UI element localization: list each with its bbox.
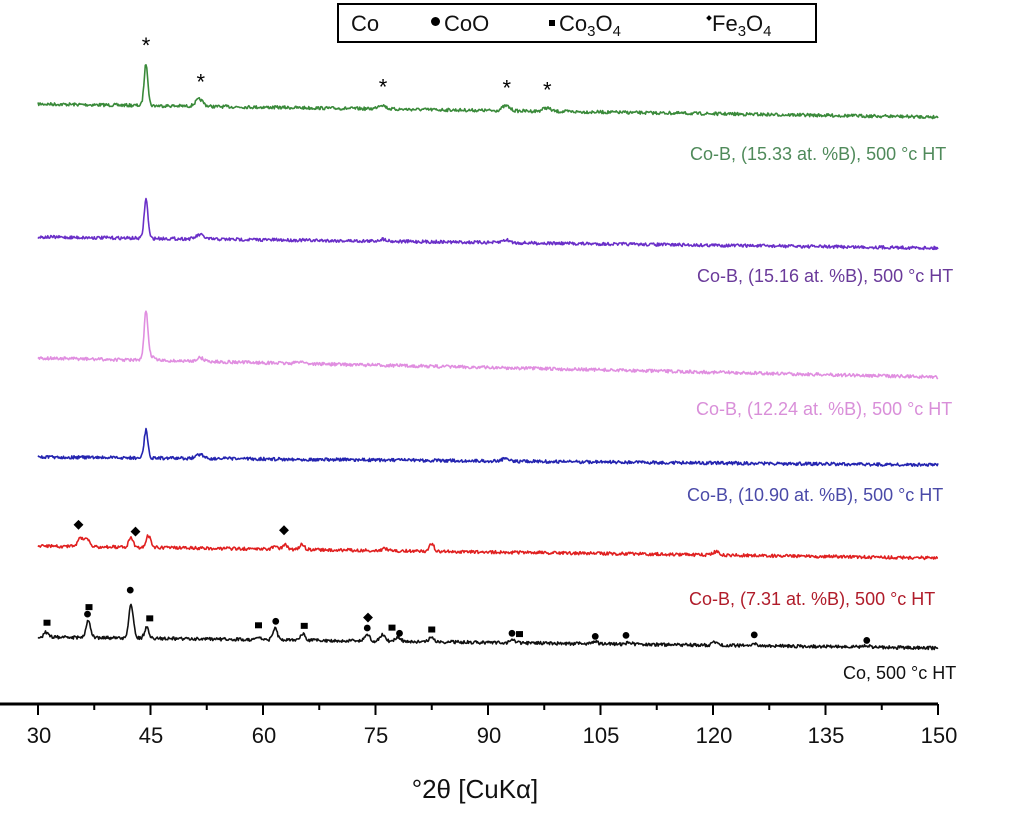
x-axis-title: °2θ [CuKα] — [411, 774, 539, 804]
asterisk-marker-icon: * — [142, 33, 151, 58]
legend-subscript: 4 — [612, 23, 621, 41]
legend-label: CoO — [444, 11, 490, 36]
circle-marker-icon — [863, 637, 871, 644]
diamond-marker-icon — [363, 612, 373, 623]
trace-line — [37, 534, 938, 561]
legend-label: Co — [351, 11, 380, 36]
asterisk-marker-icon: * — [543, 78, 552, 103]
square-marker-icon — [300, 622, 308, 629]
circle-marker-icon — [84, 610, 91, 618]
legend: Co CoO Co3O4 Fe3O4 — [337, 3, 817, 43]
circle-marker-icon — [591, 633, 599, 640]
legend-entry-fe3o4: Fe3O4 — [706, 11, 772, 41]
diamond-marker-icon — [130, 526, 141, 537]
series-label-15-16: Co-B, (15.16 at. %B), 500 °c HT — [697, 266, 954, 286]
circle-marker-icon — [508, 629, 516, 637]
series-label-12-24: Co-B, (12.24 at. %B), 500 °c HT — [696, 399, 953, 419]
legend-entry-coo: CoO — [431, 11, 489, 37]
square-marker-icon — [146, 615, 154, 622]
x-tick-label: 150 — [920, 723, 958, 748]
circle-marker-icon — [622, 631, 630, 639]
series-label-co: Co, 500 °c HT — [843, 663, 957, 683]
square-marker-icon — [388, 624, 396, 631]
square-marker-icon — [43, 619, 51, 626]
legend-label-tail: O — [595, 11, 613, 36]
diamond-marker-icon — [279, 525, 289, 536]
asterisk-marker-icon: * — [379, 75, 388, 100]
circle-marker-icon — [363, 624, 371, 632]
trace-line — [37, 603, 939, 651]
legend-label: Co — [559, 11, 588, 36]
x-tick-label: 60 — [251, 723, 277, 748]
circle-marker-icon — [431, 16, 440, 26]
square-marker-icon — [549, 20, 555, 27]
diamond-marker-icon — [73, 519, 84, 530]
square-marker-icon — [85, 604, 93, 611]
x-tick-label: 45 — [138, 723, 164, 748]
x-tick-label: 30 — [26, 723, 52, 748]
asterisk-marker-icon: * — [502, 76, 511, 101]
x-tick-label: 75 — [363, 723, 389, 748]
trace-line — [37, 310, 939, 380]
x-axis — [0, 702, 939, 715]
trace-line — [37, 197, 939, 251]
asterisk-marker-icon: * — [196, 69, 205, 94]
legend-subscript: 3 — [587, 23, 596, 41]
legend-entry-co3o4: Co3O4 — [549, 11, 621, 41]
trace-line — [37, 64, 939, 120]
circle-marker-icon — [126, 586, 134, 594]
legend-entry-co: Co — [351, 11, 379, 37]
trace-line — [37, 427, 939, 467]
circle-marker-icon — [396, 629, 403, 637]
legend-label: Fe — [712, 11, 738, 36]
traces-group — [37, 64, 939, 651]
diamond-marker-icon — [706, 15, 712, 22]
legend-subscript: 4 — [763, 23, 772, 41]
square-marker-icon — [516, 631, 523, 638]
series-label-15-33: Co-B, (15.33 at. %B), 500 °c HT — [690, 144, 947, 164]
x-tick-label: 105 — [582, 723, 620, 748]
circle-marker-icon — [272, 617, 280, 625]
peak-markers-group: * * * * * — [43, 33, 871, 644]
series-label-10-90: Co-B, (10.90 at. %B), 500 °c HT — [687, 485, 944, 505]
square-marker-icon — [428, 626, 436, 633]
x-tick-label: 120 — [695, 723, 733, 748]
legend-subscript: 3 — [737, 23, 747, 41]
series-label-7-31: Co-B, (7.31 at. %B), 500 °c HT — [689, 589, 936, 609]
x-tick-label: 90 — [476, 723, 502, 748]
x-tick-label: 135 — [807, 723, 845, 748]
circle-marker-icon — [750, 631, 758, 639]
square-marker-icon — [255, 622, 262, 629]
legend-label-tail: O — [746, 11, 764, 36]
